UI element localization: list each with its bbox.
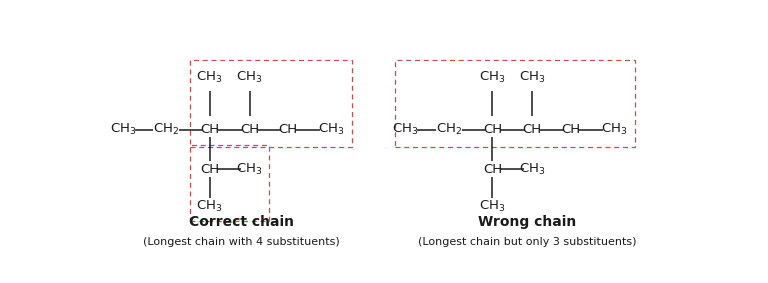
Bar bbox=[396, 60, 634, 147]
Text: CH$_2$: CH$_2$ bbox=[435, 122, 462, 137]
Text: (Longest chain with 4 substituents): (Longest chain with 4 substituents) bbox=[144, 237, 340, 247]
Text: CH$_3$: CH$_3$ bbox=[479, 199, 505, 214]
Text: CH$_2$: CH$_2$ bbox=[153, 122, 180, 137]
Bar bbox=[190, 60, 352, 147]
Text: CH: CH bbox=[200, 162, 219, 175]
Text: Wrong chain: Wrong chain bbox=[478, 215, 577, 230]
Text: CH: CH bbox=[483, 162, 502, 175]
Text: CH$_3$: CH$_3$ bbox=[479, 70, 505, 85]
Text: CH: CH bbox=[200, 123, 219, 136]
Text: CH$_3$: CH$_3$ bbox=[197, 199, 223, 214]
Text: CH: CH bbox=[483, 123, 502, 136]
Text: CH$_3$: CH$_3$ bbox=[237, 162, 263, 177]
Text: CH$_3$: CH$_3$ bbox=[197, 70, 223, 85]
Text: Correct chain: Correct chain bbox=[190, 215, 294, 230]
Text: CH$_3$: CH$_3$ bbox=[392, 122, 419, 137]
Text: CH: CH bbox=[279, 123, 298, 136]
Text: (Longest chain but only 3 substituents): (Longest chain but only 3 substituents) bbox=[419, 237, 637, 247]
Text: CH$_3$: CH$_3$ bbox=[319, 122, 345, 137]
Text: CH$_3$: CH$_3$ bbox=[110, 122, 136, 137]
Text: CH$_3$: CH$_3$ bbox=[601, 122, 627, 137]
Text: CH: CH bbox=[523, 123, 542, 136]
Text: CH: CH bbox=[240, 123, 259, 136]
Text: CH$_3$: CH$_3$ bbox=[237, 70, 263, 85]
Text: CH$_3$: CH$_3$ bbox=[519, 70, 545, 85]
Text: CH$_3$: CH$_3$ bbox=[519, 162, 545, 177]
Text: CH: CH bbox=[561, 123, 581, 136]
Bar bbox=[190, 145, 269, 221]
